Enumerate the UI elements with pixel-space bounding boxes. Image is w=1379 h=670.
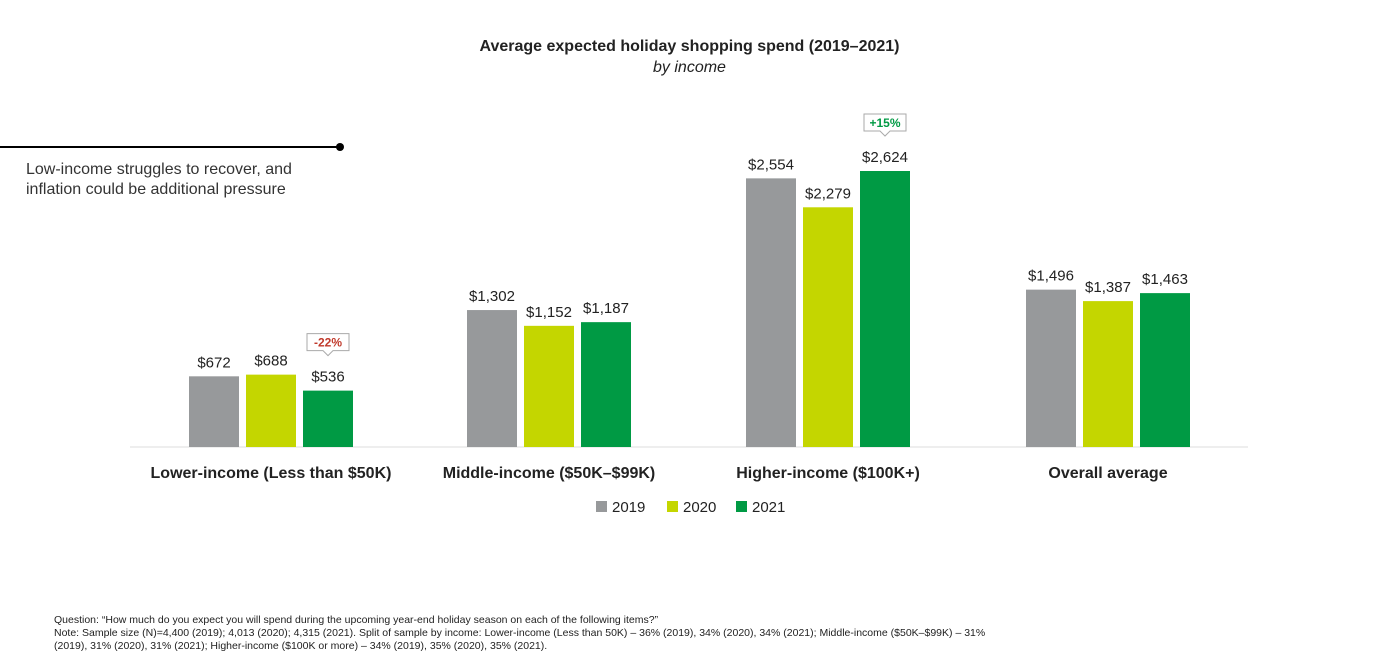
- callout-text: Low-income struggles to recover, and inf…: [26, 161, 292, 198]
- legend-label: 2019: [612, 499, 645, 516]
- sample-note: Note: Sample size (N)=4,400 (2019); 4,01…: [54, 627, 986, 652]
- data-label: $2,624: [862, 149, 908, 166]
- bar-2020-1: [524, 325, 574, 447]
- annotation-label: +15%: [869, 116, 900, 130]
- category-label: Overall average: [1048, 465, 1167, 482]
- bar-2020-3: [1083, 301, 1133, 447]
- data-label: $1,187: [583, 300, 629, 317]
- annotation-box: [306, 333, 350, 357]
- callout-dot: [336, 143, 344, 151]
- legend-swatch-2020: [667, 501, 678, 512]
- data-label: $1,302: [469, 288, 515, 305]
- bar-2021-3: [1140, 293, 1190, 447]
- category-label: Lower-income (Less than $50K): [151, 465, 392, 482]
- data-label: $688: [254, 353, 287, 370]
- bar-2020-0: [246, 374, 296, 447]
- bar-2021-1: [581, 322, 631, 447]
- footnotes: Question: “How much do you expect you wi…: [54, 614, 1014, 653]
- question-note: Question: “How much do you expect you wi…: [54, 614, 659, 626]
- callout-line: [0, 146, 340, 148]
- legend-swatch-2019: [596, 501, 607, 512]
- category-label: Middle-income ($50K–$99K): [443, 465, 656, 482]
- bar-2021-0: [303, 390, 353, 447]
- legend-swatch-2021: [736, 501, 747, 512]
- data-label: $2,279: [805, 185, 851, 202]
- data-label: $1,496: [1028, 268, 1074, 285]
- category-label: Higher-income ($100K+): [736, 465, 920, 482]
- data-label: $1,463: [1142, 271, 1188, 288]
- chart-title: Average expected holiday shopping spend …: [479, 38, 900, 55]
- bar-2019-3: [1026, 289, 1076, 447]
- data-label: $536: [311, 369, 344, 386]
- bar-2019-0: [189, 376, 239, 447]
- bar-2021-2: [860, 171, 910, 447]
- data-label: $2,554: [748, 156, 794, 173]
- data-label: $672: [197, 354, 230, 371]
- chart-subtitle: by income: [653, 59, 726, 76]
- annotation-box: [863, 113, 907, 137]
- bar-2020-2: [803, 207, 853, 447]
- annotation-label: -22%: [314, 336, 342, 350]
- legend-label: 2021: [752, 499, 785, 516]
- data-label: $1,387: [1085, 279, 1131, 296]
- bar-2019-1: [467, 310, 517, 447]
- legend-label: 2020: [683, 499, 716, 516]
- data-label: $1,152: [526, 304, 572, 321]
- bar-2019-2: [746, 178, 796, 448]
